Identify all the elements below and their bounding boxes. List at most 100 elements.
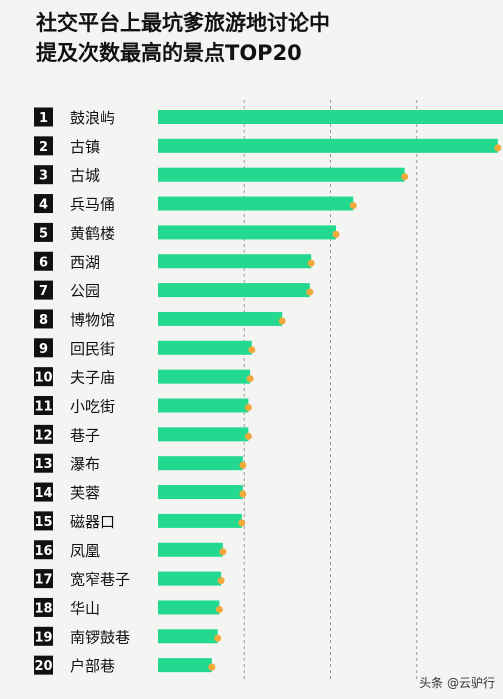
bar-end-dot (217, 577, 225, 585)
category-label: 兵马俑 (70, 196, 115, 214)
category-label: 芙蓉 (70, 484, 100, 502)
rank-badge (34, 309, 53, 329)
rank-label: 14 (34, 486, 52, 501)
category-label: 鼓浪屿 (70, 109, 115, 127)
bar (158, 658, 212, 673)
rank-badge (34, 396, 53, 415)
category-label: 巷子 (70, 426, 100, 444)
bar (158, 110, 503, 124)
bar (158, 138, 498, 153)
bar (158, 196, 354, 211)
watermark-text: 头条 @云驴行 (419, 676, 495, 690)
category-label: 宽窄巷子 (70, 571, 130, 589)
rank-badge (34, 136, 53, 156)
rank-badge (34, 511, 53, 531)
bar (158, 225, 337, 240)
category-label: 古城 (70, 167, 100, 185)
bar-end-dot (238, 519, 246, 527)
rank-badge (34, 540, 53, 560)
category-label: 磁器口 (70, 513, 115, 531)
bar (158, 369, 251, 384)
category-label: 回民街 (70, 340, 115, 358)
rank-label: 8 (39, 313, 48, 328)
bar-end-dot (246, 375, 254, 383)
bar (158, 311, 283, 326)
bar (158, 254, 312, 269)
rank-label: 16 (34, 544, 52, 559)
rank-badge (34, 165, 53, 185)
bar (158, 485, 243, 500)
category-label: 黄鹤楼 (70, 224, 115, 242)
bar-end-dot (244, 404, 252, 411)
rank-badge (34, 367, 53, 387)
rank-label: 6 (39, 255, 48, 270)
bar-end-dot (401, 173, 409, 181)
bar-end-dot (307, 259, 315, 267)
category-label: 博物馆 (70, 311, 115, 329)
rank-label: 11 (34, 400, 52, 415)
rank-badge (34, 280, 53, 300)
title-line-2: 提及次数最高的景点TOP20 (36, 41, 302, 65)
title-line-1: 社交平台上最坑爹旅游地讨论中 (36, 11, 330, 35)
rank-badge (34, 338, 53, 358)
category-label: 西湖 (70, 253, 100, 271)
bar-end-dot (494, 144, 502, 152)
rank-label: 19 (34, 630, 52, 645)
rank-label: 3 (39, 169, 48, 184)
rank-label: 13 (34, 457, 52, 472)
rank-label: 2 (39, 140, 48, 155)
bar (158, 398, 249, 413)
rank-badge (34, 107, 53, 127)
rank-label: 17 (34, 573, 52, 588)
bar-end-dot (332, 230, 340, 238)
bar-end-dot (208, 663, 216, 671)
bar-end-dot (239, 490, 247, 498)
rank-badge (34, 655, 53, 675)
rank-badge (34, 597, 53, 617)
category-label: 凤凰 (70, 542, 100, 560)
bar-end-dot (306, 288, 314, 296)
bar-end-dot (248, 346, 256, 354)
bar (158, 456, 243, 471)
rank-badge (34, 251, 53, 271)
category-label: 夫子庙 (70, 369, 115, 387)
rank-label: 1 (39, 111, 48, 126)
rank-badge (34, 453, 53, 473)
bar-end-dot (239, 461, 247, 469)
category-label: 古镇 (70, 138, 100, 156)
bar (158, 167, 405, 182)
rank-badge (34, 424, 53, 444)
category-label: 华山 (70, 599, 100, 617)
bar (158, 629, 218, 644)
rank-badge (34, 194, 53, 214)
rank-badge (34, 569, 53, 589)
category-label: 小吃街 (70, 398, 115, 416)
bar (158, 427, 249, 442)
chart-title: 社交平台上最坑爹旅游地讨论中 提及次数最高的景点TOP20 (36, 8, 330, 68)
rank-label: 5 (39, 226, 48, 241)
bar-end-dot (214, 634, 222, 642)
bar-end-dot (349, 202, 357, 210)
bar (158, 283, 310, 298)
bar-end-dot (278, 317, 286, 325)
rank-label: 9 (39, 342, 48, 357)
category-label: 公园 (70, 282, 100, 300)
bar (158, 340, 252, 355)
rank-label: 20 (34, 659, 52, 674)
rank-badge (34, 482, 53, 502)
bar-end-dot (219, 548, 227, 556)
bar (158, 542, 223, 557)
rank-badge (34, 626, 53, 646)
bar (158, 513, 242, 528)
bar-end-dot (215, 605, 223, 613)
category-label: 瀑布 (70, 455, 100, 473)
rank-label: 7 (39, 284, 48, 299)
rank-label: 18 (34, 601, 52, 616)
category-label: 户部巷 (70, 657, 115, 675)
bar (158, 600, 220, 615)
rank-label: 4 (39, 198, 48, 213)
category-label: 南锣鼓巷 (70, 628, 130, 646)
rank-label: 15 (34, 515, 52, 530)
bar-end-dot (244, 432, 252, 440)
